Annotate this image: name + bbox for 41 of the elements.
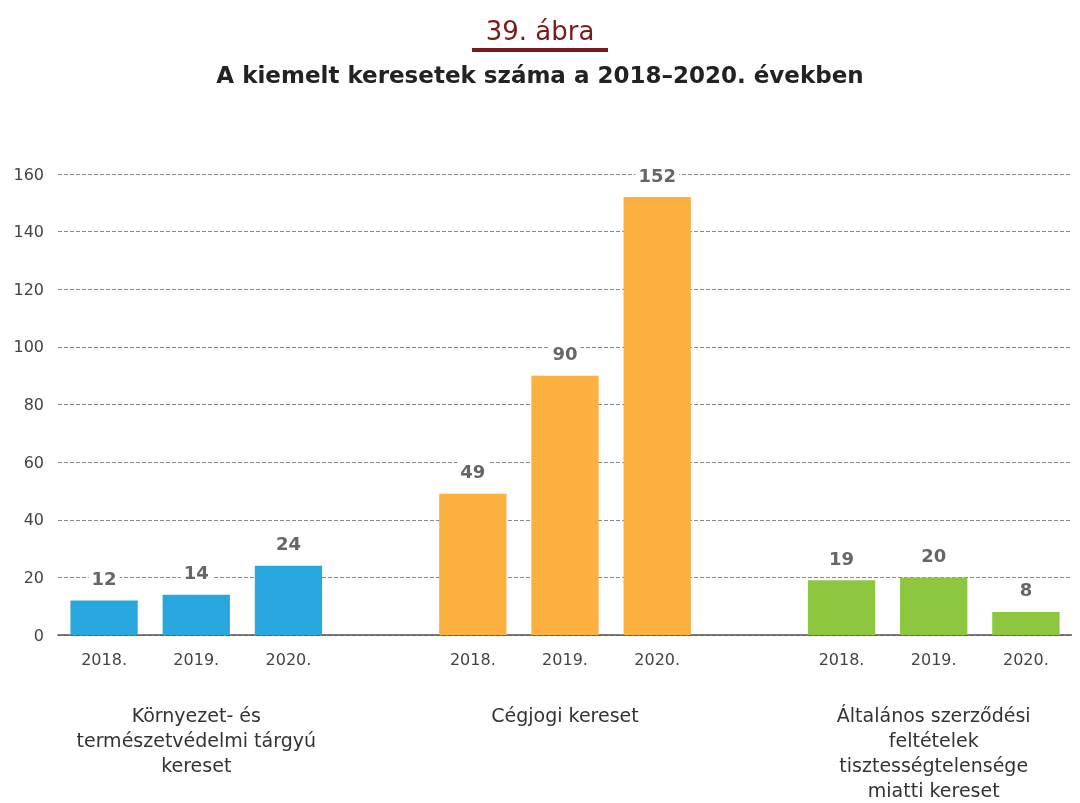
x-tick-label: 2018. [818,649,865,669]
x-tick-label: 2020. [1003,649,1049,669]
x-tick-label: 2018. [81,649,127,669]
bar [162,594,230,635]
y-tick-label: 0 [33,625,44,645]
x-tick-label: 2020. [634,649,681,669]
data-label: 20 [921,544,947,566]
bar [623,197,691,635]
bar [900,577,968,635]
y-tick-label: 40 [23,510,44,530]
y-tick-label: 20 [23,567,44,587]
x-tick-label: 2019. [542,649,588,669]
chart-title: A kiemelt keresetek száma a 2018–2020. években [215,62,865,88]
y-tick-label: 120 [13,279,44,299]
data-label: 19 [829,547,855,569]
x-tick-label: 2019. [910,649,957,669]
x-tick-label: 2018. [449,649,496,669]
y-tick-label: 140 [13,222,44,242]
text: Környezet- és természetvédelmi tárgyú kereset [76,703,317,776]
y-tick-label: 80 [23,395,44,414]
x-tick-label: 2020. [265,649,312,669]
data-label: 12 [91,567,117,589]
data-label: 24 [275,533,301,555]
data-label: 49 [460,461,486,483]
bar [807,580,876,635]
data-label: 8 [1019,579,1033,601]
bar [992,611,1060,635]
data-label: 90 [552,343,578,365]
chart-subtitle: 39. ábra [471,12,609,52]
text: Cégjogi kereset [491,703,639,726]
text: Általános szerződési feltételek tisztességtelensége miatti kereset [836,703,1031,801]
y-tick-label: 60 [23,452,44,472]
data-label: 152 [638,164,676,186]
y-tick-label: 100 [13,337,44,357]
y-tick-label: 160 [13,164,44,184]
bar [254,565,323,635]
data-label: 14 [183,562,209,584]
bar [439,493,507,635]
bar [70,600,138,635]
x-tick-label: 2019. [173,649,220,669]
bar [531,375,599,635]
